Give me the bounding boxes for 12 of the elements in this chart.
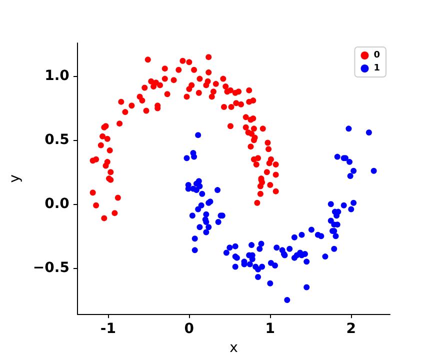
- x-tick-label: 1: [265, 321, 276, 338]
- y-tick-label: 0.5: [44, 132, 70, 148]
- x-tick-label: -1: [100, 321, 116, 338]
- y-tick-label: −0.5: [32, 260, 70, 276]
- x-axis-title: x: [230, 340, 238, 356]
- legend-label: 1: [374, 64, 380, 74]
- y-tick-label: 0.0: [44, 196, 70, 212]
- y-tick-label: 1.0: [44, 68, 70, 84]
- x-tick-label: 2: [346, 321, 356, 338]
- y-axis-title: y: [7, 174, 23, 183]
- legend-label: 0: [374, 50, 380, 60]
- x-tick-label: 0: [184, 321, 194, 338]
